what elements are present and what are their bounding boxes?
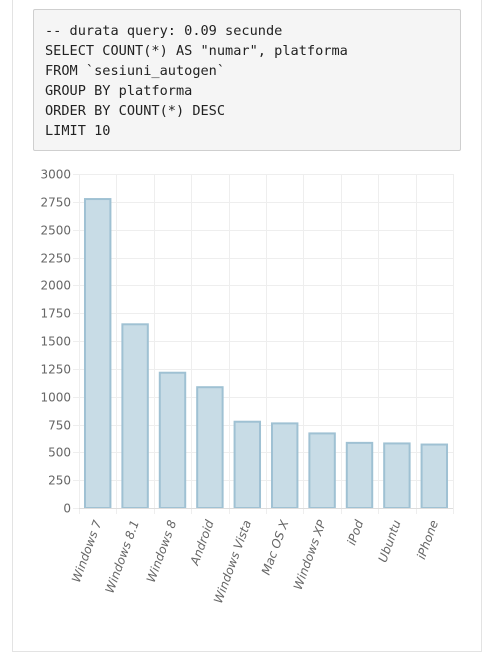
bar (420, 443, 449, 510)
x-tick-label: Windows 8.1 (103, 518, 142, 595)
query-line: -- durata query: 0.09 secunde (45, 23, 283, 39)
bar-chart-container: 0 250 500 750 1000 1250 1500 1750 2000 2250 2500 27… (0, 160, 492, 620)
y-tick-label: 2000 (40, 279, 71, 293)
x-tick-label: iPod (344, 518, 366, 547)
bar (121, 323, 149, 509)
y-tick-label: 250 (48, 474, 71, 488)
bar (345, 441, 374, 509)
y-tick-label: 1250 (40, 363, 71, 377)
y-tick-label: 3000 (40, 168, 71, 182)
y-tick-label: 2500 (40, 224, 71, 238)
bar (233, 420, 262, 510)
query-line: GROUP BY platforma (45, 83, 193, 99)
y-tick-label: 2250 (40, 252, 71, 266)
bar (308, 432, 336, 510)
y-tick-label: 1500 (40, 335, 71, 349)
y-tick-label: 1750 (40, 307, 71, 321)
x-tick-label: Mac OS X (259, 518, 292, 577)
bar-chart: 0 250 500 750 1000 1250 1500 1750 2000 2250 2500 27… (40, 168, 454, 605)
x-tick-label: Windows 7 (69, 518, 105, 584)
y-tick-label: 2750 (40, 196, 71, 210)
query-line: ORDER BY COUNT(*) DESC (45, 103, 226, 119)
x-tick-label: Windows 8 (144, 518, 180, 584)
bar (83, 198, 112, 510)
query-line: LIMIT 10 (45, 123, 111, 139)
x-tick-label: iPhone (414, 518, 441, 561)
sql-query-block: -- durata query: 0.09 secunde SELECT COU… (33, 9, 461, 151)
query-line: FROM `sesiuni_autogen` (45, 63, 226, 79)
x-tick-label: Windows Vista (211, 518, 254, 605)
x-tick-label: Windows XP (291, 518, 329, 592)
y-tick-label: 500 (48, 446, 71, 460)
query-line: SELECT COUNT(*) AS "numar", platforma (45, 43, 348, 59)
y-tick-label: 1000 (40, 391, 71, 405)
bar (196, 386, 224, 510)
bar (158, 371, 187, 509)
bar (383, 442, 411, 509)
bar (270, 422, 299, 509)
y-tick-label: 0 (63, 502, 71, 516)
x-tick-label: Ubuntu (376, 518, 404, 564)
x-tick-label: Android (187, 518, 217, 568)
y-tick-label: 750 (48, 419, 71, 433)
